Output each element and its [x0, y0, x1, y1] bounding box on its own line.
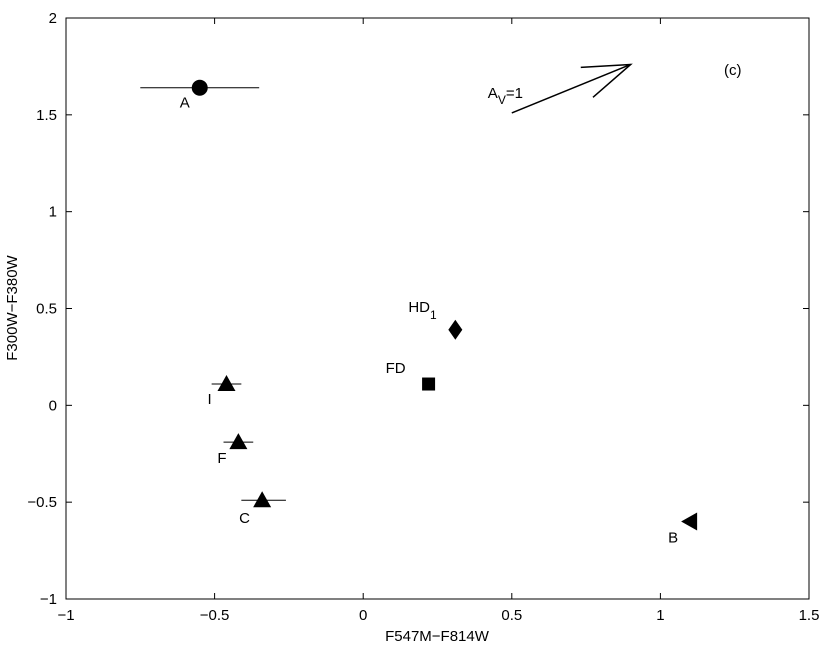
- label-a: A: [180, 95, 190, 112]
- point-b: [681, 512, 698, 531]
- arrow-shaft: [511, 63, 631, 114]
- label-i: I: [207, 391, 211, 408]
- plot-area: [65, 17, 810, 600]
- label-f: F: [217, 450, 226, 467]
- y-tick-label: −1: [40, 591, 57, 608]
- y-tick-label: 1: [49, 204, 57, 221]
- label-fd: FD: [386, 360, 406, 377]
- arrow-head: [580, 63, 633, 98]
- x-tick-label: 0: [359, 607, 367, 624]
- x-tick-label: −1: [57, 607, 74, 624]
- y-tick-label: 0: [49, 397, 57, 414]
- point-fd: [422, 377, 436, 391]
- x-tick-label: 0.5: [501, 607, 522, 624]
- point-c: [253, 491, 272, 508]
- point-f: [229, 433, 248, 450]
- x-axis-label: F547M−F814W: [385, 628, 490, 645]
- point-a: [191, 79, 208, 96]
- y-axis-label: F300W−F380W: [4, 254, 21, 360]
- data-points: [191, 79, 698, 531]
- x-tick-label: −0.5: [200, 607, 230, 624]
- x-tick-label: 1.5: [799, 607, 820, 624]
- x-tick-label: 1: [656, 607, 664, 624]
- label-hd1: HD1: [408, 299, 437, 322]
- axis-ticks: [65, 17, 810, 600]
- point-hd1: [448, 319, 463, 340]
- arrow-label: AV=1: [488, 85, 523, 107]
- y-tick-label: 2: [49, 10, 57, 27]
- label-b: B: [668, 530, 678, 547]
- point-labels: A I F C FD HD1 B: [180, 95, 678, 547]
- tick-labels: −1 −0.5 0 0.5 1 1.5 −1 −0.5 0 0.5 1 1.5 2: [27, 10, 819, 624]
- point-i: [217, 375, 236, 392]
- y-tick-label: 0.5: [36, 301, 57, 318]
- y-tick-label: −0.5: [27, 494, 57, 511]
- label-c: C: [239, 510, 250, 527]
- extinction-vector: AV=1: [488, 63, 633, 114]
- panel-label: (c): [724, 62, 742, 79]
- y-tick-label: 1.5: [36, 107, 57, 124]
